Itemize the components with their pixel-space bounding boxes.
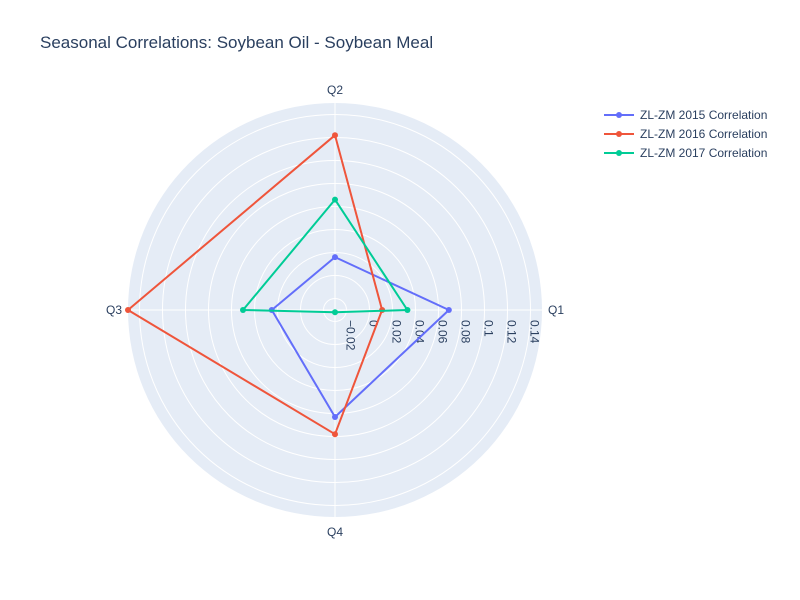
radial-tick-label: 0.02: [389, 320, 403, 344]
legend-item-label[interactable]: ZL-ZM 2016 Correlation: [640, 127, 767, 141]
angular-label-q3: Q3: [106, 303, 122, 317]
radial-tick-label: 0.14: [527, 320, 541, 344]
data-point: [332, 254, 338, 261]
data-point: [125, 307, 131, 313]
radial-tick-label: 0.08: [458, 320, 472, 344]
radial-tick-label: −0.02: [343, 320, 357, 351]
radial-tick-label: 0.12: [504, 320, 518, 344]
legend-item-label[interactable]: ZL-ZM 2015 Correlation: [640, 108, 767, 122]
data-point: [445, 307, 452, 313]
radial-tick-label: 0.1: [481, 320, 495, 337]
data-point: [332, 132, 338, 139]
data-point: [332, 196, 338, 203]
angular-label-q4: Q4: [327, 525, 343, 539]
chart-title: Seasonal Correlations: Soybean Oil - Soy…: [40, 33, 434, 52]
data-point: [332, 431, 338, 438]
radial-tick-label: 0: [366, 320, 380, 327]
data-point: [404, 307, 411, 313]
data-point: [332, 413, 338, 420]
angular-label-q1: Q1: [548, 303, 564, 317]
radial-tick-label: 0.06: [435, 320, 449, 344]
data-point: [332, 309, 338, 316]
data-point: [240, 307, 246, 313]
legend-item-label[interactable]: ZL-ZM 2017 Correlation: [640, 146, 767, 160]
angular-label-q2: Q2: [327, 83, 343, 97]
radial-tick-label: 0.04: [412, 320, 426, 344]
legend-marker[interactable]: [616, 150, 622, 156]
legend-marker[interactable]: [616, 112, 622, 118]
legend-marker[interactable]: [616, 131, 622, 137]
